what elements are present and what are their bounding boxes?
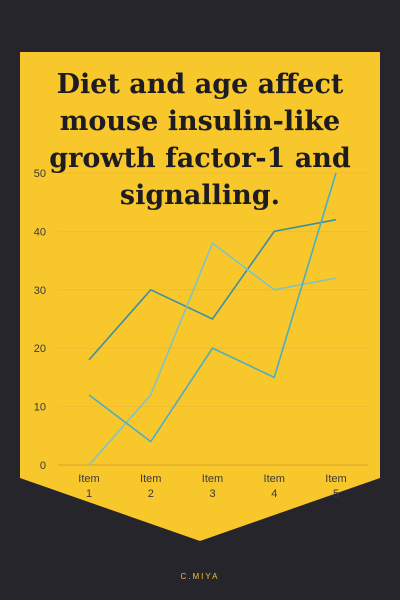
x-tick-label: Item 1 [78, 473, 99, 500]
x-tick-label: Item 4 [264, 473, 285, 500]
x-tick-label: Item 3 [202, 473, 223, 500]
series-line [88, 172, 337, 443]
y-tick-label: 20 [34, 343, 46, 355]
y-tick-label: 0 [40, 460, 46, 472]
x-tick-label: Item 2 [140, 473, 161, 500]
x-tick-label: Item 5 [325, 473, 346, 500]
series-line [88, 218, 337, 361]
y-tick-label: 50 [34, 168, 46, 180]
author-name: C.MIYA [180, 572, 220, 581]
cover-title: Diet and age affect mouse insulin-like g… [49, 69, 351, 211]
yellow-banner [20, 52, 380, 541]
y-tick-label: 30 [34, 285, 46, 297]
y-tick-label: 40 [34, 226, 46, 238]
series-line [88, 241, 337, 466]
line-chart: 0 10 20 30 40 50 Item 1 Item 2 Item 3 Item 4 Item 5 [34, 168, 368, 500]
y-tick-label: 10 [34, 402, 46, 414]
